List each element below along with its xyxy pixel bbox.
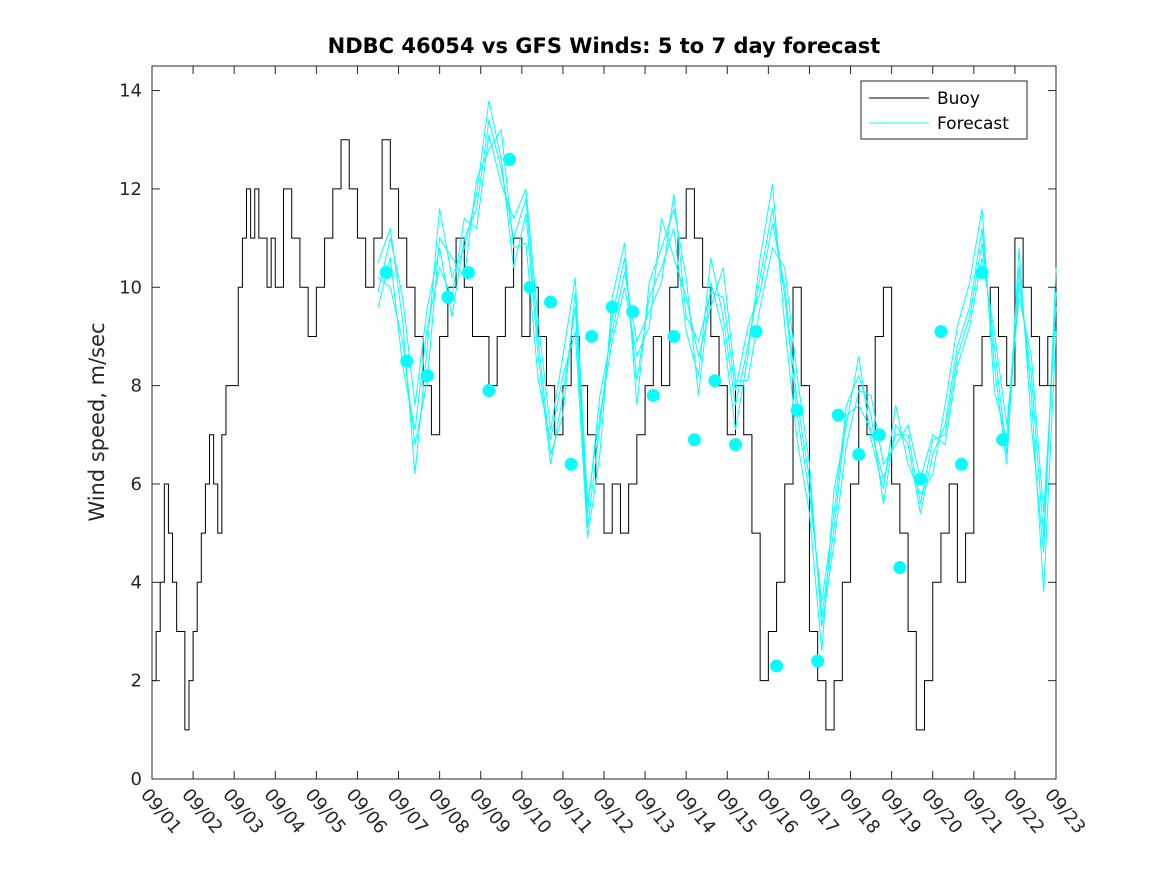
forecast-point: [482, 384, 496, 398]
x-tick-label: 09/14: [670, 785, 719, 838]
y-axis: 0 2 4 6 8 10 12 14: [119, 81, 1056, 790]
forecast-point: [749, 325, 763, 339]
x-tick-label: 09/11: [547, 785, 596, 838]
forecast-point: [585, 329, 599, 343]
y-tick-label: 0: [131, 769, 142, 790]
legend-box: [860, 80, 1028, 140]
y-tick-label: 4: [131, 572, 142, 593]
x-tick-label: 09/17: [794, 785, 843, 838]
x-tick-label: 09/02: [177, 785, 226, 838]
y-tick-label: 2: [131, 671, 142, 692]
x-tick-label: 09/23: [1040, 785, 1089, 838]
forecast-point: [893, 561, 907, 575]
forecast-point: [667, 329, 681, 343]
y-tick-label: 14: [119, 81, 142, 102]
forecast-point: [996, 433, 1010, 447]
forecast-line-3: [377, 128, 1057, 652]
x-tick-label: 09/05: [301, 785, 350, 838]
forecast-point: [708, 374, 722, 388]
forecast-point: [646, 388, 660, 402]
legend-forecast-label: Forecast: [937, 114, 1009, 134]
x-tick-label: 09/12: [588, 785, 637, 838]
x-tick-label: 09/19: [876, 785, 925, 838]
forecast-line-2: [377, 134, 1057, 627]
x-tick-label: 09/10: [506, 785, 555, 838]
forecast-point: [400, 354, 414, 368]
forecast-point: [544, 295, 558, 309]
forecast-point: [913, 472, 927, 486]
series-layer: [152, 100, 1057, 731]
buoy-line: [152, 139, 1057, 731]
x-tick-label: 09/18: [835, 785, 884, 838]
forecast-point: [420, 369, 434, 383]
forecast-point: [626, 305, 640, 319]
forecast-point: [564, 457, 578, 471]
forecast-point: [728, 438, 742, 452]
forecast-point: [831, 408, 845, 422]
y-tick-label: 12: [119, 179, 142, 200]
x-tick-label: 09/07: [383, 785, 432, 838]
y-tick-label: 6: [131, 474, 142, 495]
forecast-point: [770, 659, 784, 673]
x-tick-label: 09/01: [136, 785, 185, 838]
forecast-point: [523, 280, 537, 294]
x-tick-label: 09/13: [629, 785, 678, 838]
forecast-point: [461, 266, 475, 280]
forecast-point: [872, 428, 886, 442]
forecast-line-4: [377, 119, 1057, 617]
x-tick-label: 09/15: [711, 785, 760, 838]
forecast-point: [502, 152, 516, 166]
x-tick-label: 09/16: [753, 785, 802, 838]
x-tick-label: 09/03: [218, 785, 267, 838]
forecast-point: [441, 290, 455, 304]
x-tick-label: 09/06: [342, 785, 391, 838]
legend: Buoy Forecast: [860, 80, 1028, 140]
legend-buoy-label: Buoy: [937, 89, 980, 109]
y-tick-label: 8: [131, 376, 142, 397]
x-tick-label: 09/20: [917, 785, 966, 838]
x-tick-label: 09/04: [259, 785, 308, 838]
forecast-point: [790, 403, 804, 417]
plot-area: [151, 65, 1057, 780]
x-tick-label: 09/09: [465, 785, 514, 838]
forecast-point: [687, 433, 701, 447]
forecast-point: [605, 300, 619, 314]
y-tick-label: 10: [119, 277, 142, 298]
chart-title: NDBC 46054 vs GFS Winds: 5 to 7 day fore…: [328, 34, 881, 58]
forecast-point: [379, 266, 393, 280]
x-tick-label: 09/08: [424, 785, 473, 838]
x-tick-label: 09/21: [958, 785, 1007, 838]
forecast-point: [852, 447, 866, 461]
y-axis-label: Wind speed, m/sec: [85, 322, 109, 521]
forecast-point: [811, 654, 825, 668]
forecast-point: [975, 266, 989, 280]
x-tick-label: 09/22: [999, 785, 1048, 838]
forecast-point: [954, 457, 968, 471]
forecast-point: [934, 325, 948, 339]
